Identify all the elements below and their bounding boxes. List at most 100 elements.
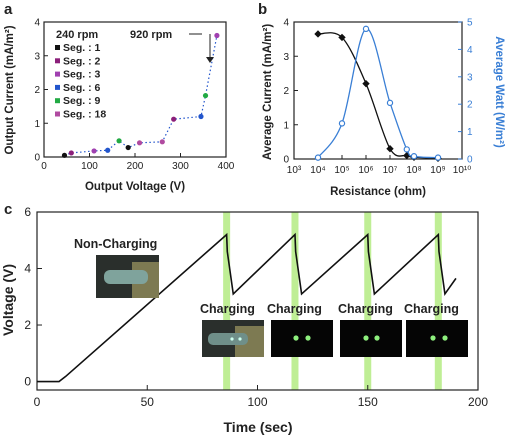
panel-b-point	[410, 153, 418, 160]
panel-a-ytick-label: 0	[34, 153, 40, 164]
panel-a-point	[61, 152, 68, 158]
charging-photo-1	[202, 320, 264, 357]
panel-b-xtick-label: 10⁴	[310, 165, 325, 176]
rpm-arrow-head	[206, 57, 214, 63]
panel-a-point	[171, 116, 177, 122]
panel-c-ytick-label: 0	[24, 375, 31, 389]
panel-c-xtick-label: 0	[34, 395, 41, 409]
panel-b-point	[403, 146, 410, 153]
panel-b-point	[386, 99, 394, 107]
panel-b-y2tick-label: 0	[467, 155, 473, 166]
panel-c-ytick-label: 6	[24, 205, 31, 219]
panel-a-trend-curve	[64, 35, 218, 156]
panel-c-ytick-label: 4	[24, 262, 31, 276]
panel-b-ytick-label: 1	[283, 120, 289, 131]
panel-a-point	[116, 138, 122, 144]
panel-b-ytick-label: 0	[283, 155, 289, 166]
panel-b-xtick-label: 10¹⁰	[453, 165, 471, 176]
panel-label-a: a	[4, 1, 13, 18]
charging-label-4: Charging	[404, 302, 459, 316]
panel-a-legend-entry: Seg. : 6	[63, 82, 101, 94]
panel-a-point	[68, 150, 74, 156]
panel-a-point	[159, 139, 165, 145]
charging-highlight-band	[364, 212, 372, 390]
panel-c-voltage-line	[37, 232, 457, 383]
panel-b-xtick-label: 10⁵	[334, 165, 349, 176]
panel-b-y2tick-label: 5	[467, 18, 473, 29]
panel-a-point	[214, 32, 220, 39]
charging-label-1: Charging	[200, 302, 255, 316]
panel-label-c: c	[4, 201, 12, 218]
non-charging-label: Non-Charging	[74, 237, 157, 251]
panel-a-ylabel: Output Current (mA/m²)	[4, 25, 16, 154]
panel-a-legend-swatch	[55, 45, 60, 50]
panel-a-legend-swatch	[55, 71, 60, 77]
panel-b-point	[386, 145, 394, 153]
panel-a-legend-swatch	[55, 111, 60, 117]
panel-b-xtick-label: 10³	[287, 165, 302, 176]
panel-b-ytick-label: 3	[283, 52, 289, 63]
panel-c-ylabel: Voltage (V)	[0, 264, 16, 336]
panel-a: 0 100 200 300 400 0 1 2 3 4 240 rpm 920 rpm Seg. …	[4, 18, 235, 194]
panel-b-y2tick-label: 3	[467, 72, 473, 83]
panel-a-legend-swatch	[55, 98, 60, 104]
charging-photo-4	[406, 320, 468, 357]
panel-c-xtick-label: 200	[468, 395, 488, 409]
panel-a-legend-entry: Seg. : 2	[63, 55, 101, 67]
panel-b-frame	[293, 21, 463, 160]
panel-b-series-line	[317, 32, 439, 159]
panel-c-xtick-label: 150	[358, 395, 378, 409]
panel-a-ytick-label: 3	[34, 51, 40, 62]
panel-a-ytick-label: 2	[34, 85, 40, 96]
panel-a-xtick-label: 200	[127, 161, 144, 172]
panel-a-point	[125, 144, 131, 151]
charging-photo-3	[340, 320, 402, 357]
panel-a-point	[91, 148, 97, 154]
panel-a-xtick-label: 400	[218, 161, 235, 172]
panel-c: 0 50 100 150 200 0 2 4 6 Non-Charging Charging C…	[0, 205, 488, 435]
panel-b-point	[338, 33, 346, 42]
charging-highlight-band	[223, 212, 231, 390]
charging-highlight-band	[291, 212, 299, 390]
panel-a-ytick-label: 1	[34, 119, 40, 130]
annotation-920rpm: 920 rpm	[130, 29, 172, 41]
panel-c-xtick-label: 100	[247, 395, 267, 409]
panel-b-y2tick-label: 4	[467, 45, 473, 56]
charging-label-3: Charging	[338, 302, 393, 316]
annotation-240rpm: 240 rpm	[56, 29, 98, 41]
panel-a-legend-entry: Seg. : 18	[63, 109, 106, 121]
non-charging-photo	[96, 255, 159, 298]
panel-b-point	[314, 30, 322, 38]
panel-b-ytick-label: 2	[283, 86, 289, 97]
panel-b-point	[362, 25, 370, 33]
panel-b-point	[362, 79, 370, 88]
panel-b-xlabel: Resistance (ohm)	[330, 186, 426, 198]
panel-a-point	[198, 113, 204, 120]
panel-a-legend-entry: Seg. : 3	[63, 69, 101, 81]
panel-b-point	[314, 154, 322, 161]
panel-a-point	[202, 92, 209, 99]
panel-b-xtick-label: 10⁶	[358, 165, 373, 176]
panel-b-ytick-label: 4	[283, 18, 289, 29]
panel-b-xtick-label: 10⁸	[406, 165, 421, 176]
panel-a-point	[136, 140, 143, 146]
panel-c-ytick-label: 2	[24, 318, 31, 332]
panel-b-series-line	[317, 28, 439, 159]
panel-a-xtick-label: 300	[172, 161, 189, 172]
panel-b-point	[338, 120, 346, 127]
panel-b-y2label: Average Watt (W/m²)	[493, 36, 505, 148]
panel-a-xtick-label: 100	[81, 161, 98, 172]
charging-label-2: Charging	[267, 302, 322, 316]
panel-b-xtick-label: 10⁹	[430, 165, 445, 176]
panel-b-ylabel: Average Current (mA/m²)	[262, 24, 274, 160]
panel-b-point	[434, 154, 442, 161]
panel-b-y2tick-label: 2	[467, 100, 473, 111]
panel-c-xlabel: Time (sec)	[224, 419, 293, 435]
panel-a-xtick-label: 0	[41, 161, 47, 172]
charging-photo-2	[271, 320, 333, 357]
panel-a-xlabel: Output Voltage (V)	[85, 181, 185, 193]
panel-b-xtick-label: 10⁷	[383, 165, 398, 176]
panel-a-ytick-label: 4	[34, 18, 40, 29]
